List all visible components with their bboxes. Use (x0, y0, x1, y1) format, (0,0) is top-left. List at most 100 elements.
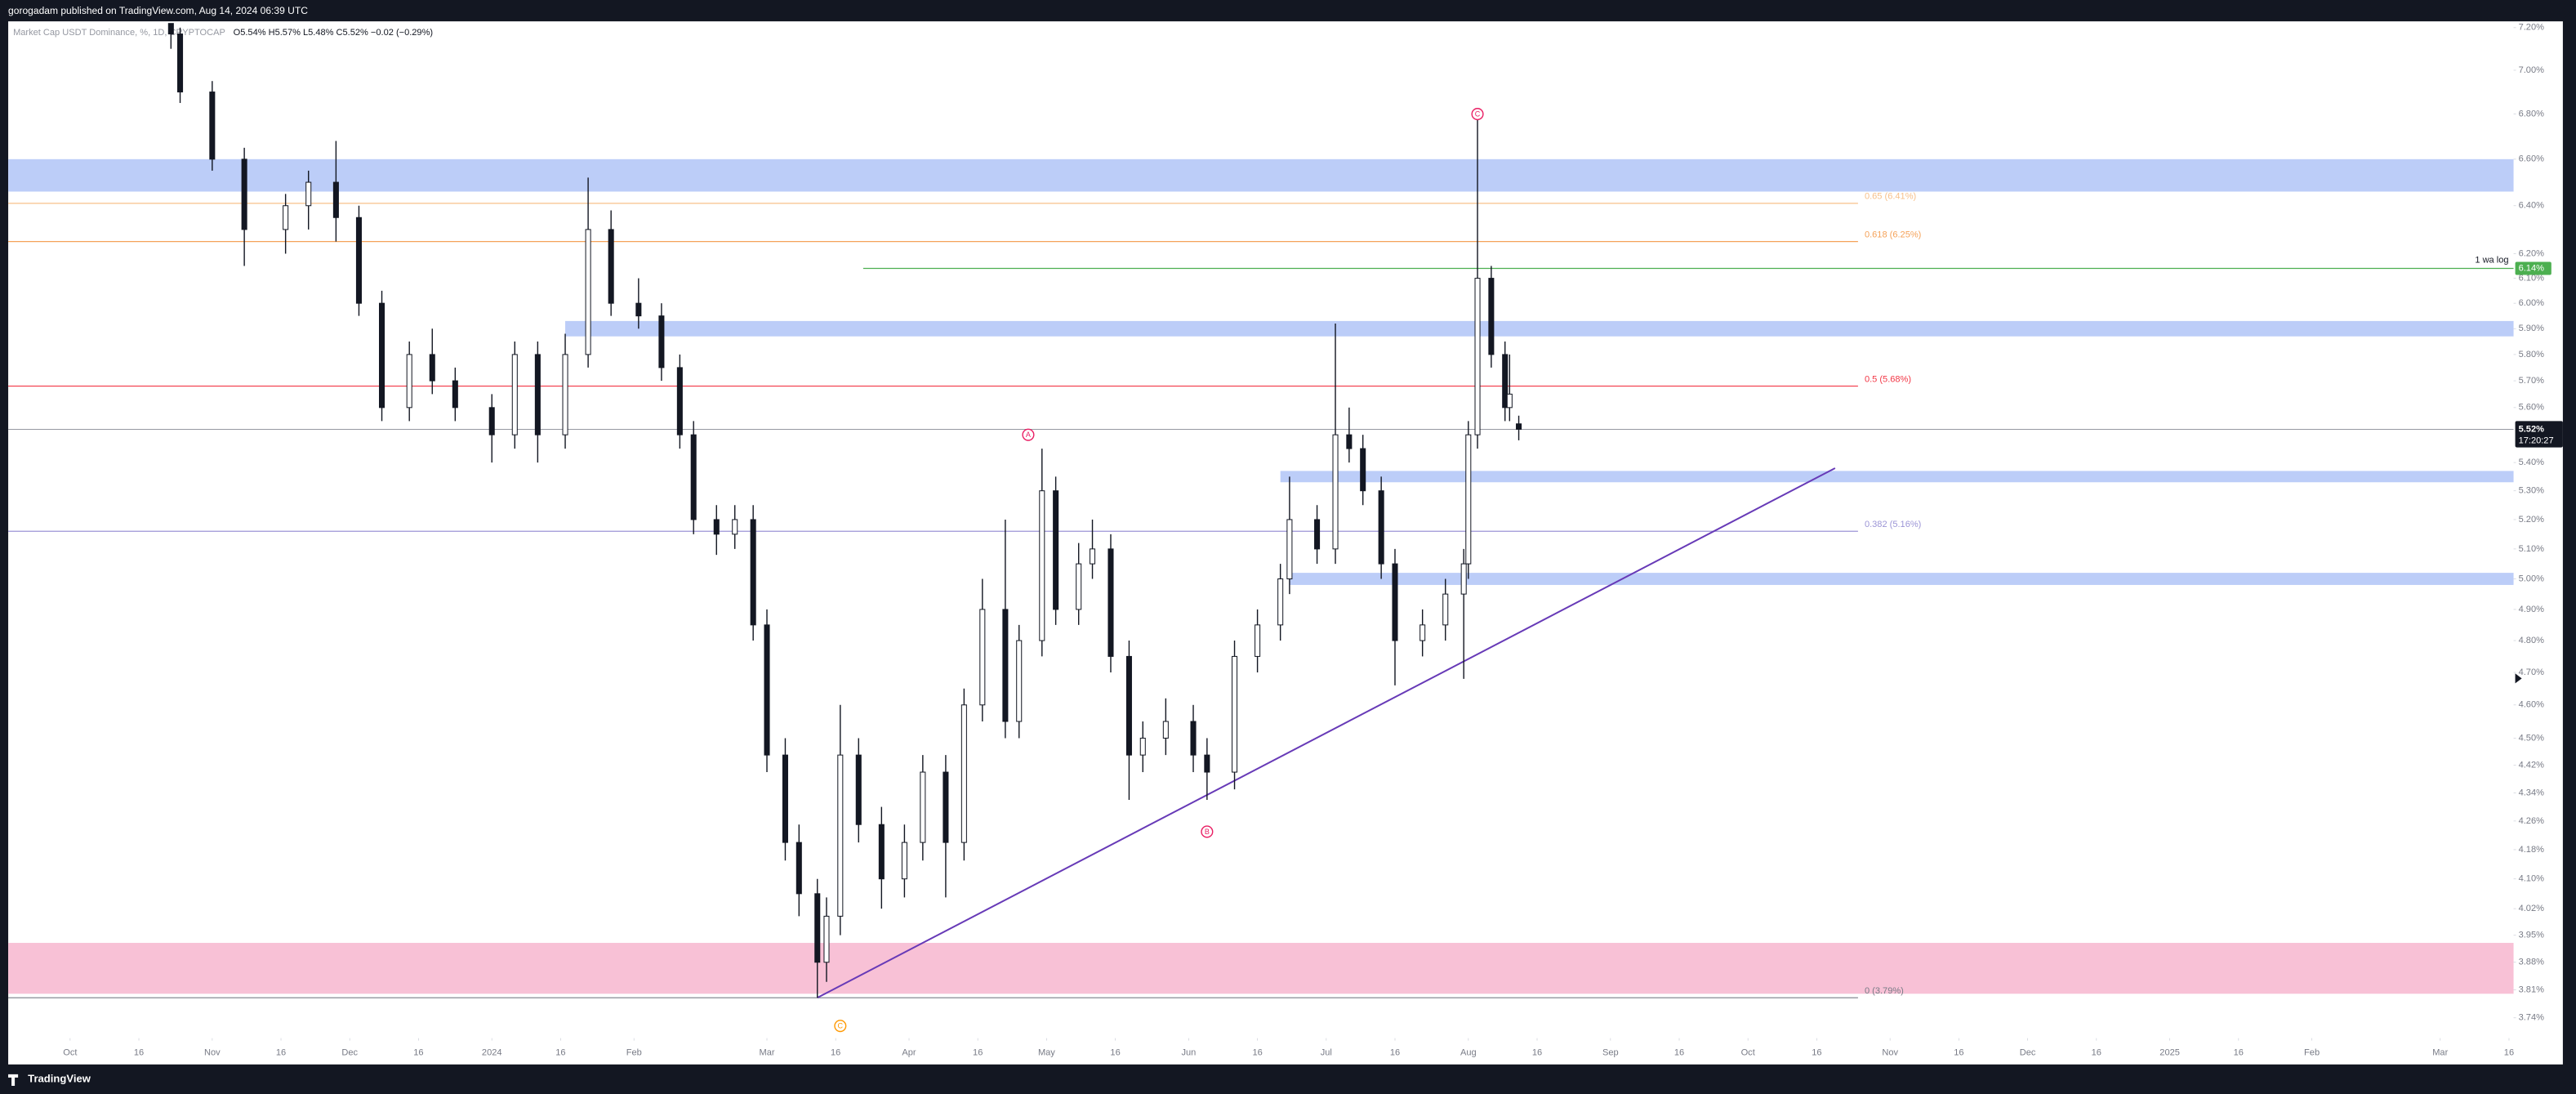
y-tick-label: 4.90% (2519, 605, 2545, 614)
candle-body (1488, 278, 1495, 355)
y-tick-label: 6.40% (2519, 201, 2545, 211)
y-tick-label: 3.81% (2519, 985, 2545, 994)
x-tick-label: Oct (1741, 1048, 1755, 1058)
candle-body (1232, 655, 1238, 773)
y-tick-label: 4.10% (2519, 874, 2545, 884)
fib-label: 0.65 (6.41%) (1865, 192, 1916, 202)
candle-body (608, 229, 614, 304)
candle-body (1125, 655, 1132, 756)
candle-body (511, 354, 518, 435)
wave-circle (1022, 428, 1035, 441)
chart-title: Market Cap USDT Dominance, %, 1D, CRYPTO… (13, 28, 225, 38)
y-tick-label: 5.10% (2519, 544, 2545, 554)
x-tick-label: Mar (2432, 1048, 2448, 1058)
candle-body (332, 181, 339, 218)
brand[interactable]: TradingView (28, 1072, 91, 1084)
y-tick-label: 7.20% (2519, 23, 2545, 33)
x-tick-label: Oct (63, 1048, 77, 1058)
x-tick-label: Aug (1460, 1048, 1477, 1058)
candle-body (960, 704, 967, 843)
candle-body (901, 842, 907, 880)
y-tick-label: 5.60% (2519, 403, 2545, 413)
x-tick-label: Dec (2020, 1048, 2036, 1058)
zone (8, 943, 2514, 994)
y-tick-label: 4.42% (2519, 761, 2545, 770)
candle-body (1162, 721, 1169, 739)
zone (565, 320, 2514, 337)
zone (8, 159, 2514, 192)
candle-body (943, 771, 949, 843)
publisher: gorogadam published on TradingView.com, … (8, 5, 308, 16)
x-tick-label: Jul (1321, 1048, 1332, 1058)
y-tick-label: 5.80% (2519, 350, 2545, 359)
candle-body (1332, 434, 1339, 550)
candle-body (1502, 354, 1509, 409)
candle-body (355, 217, 362, 304)
y-tick-label: 4.34% (2519, 788, 2545, 797)
candle-body (1346, 434, 1353, 449)
y-tick-label: 4.02% (2519, 904, 2545, 913)
x-tick-label: 2025 (2159, 1048, 2180, 1058)
candle-body (1039, 490, 1045, 641)
x-tick-label: 16 (1812, 1048, 1821, 1058)
x-tick-label: 16 (1390, 1048, 1400, 1058)
candle-body (209, 92, 216, 160)
y-tick-label: 4.70% (2519, 668, 2545, 677)
x-tick-label: 16 (2234, 1048, 2244, 1058)
y-tick-label: 4.50% (2519, 733, 2545, 743)
y-tick-label: 7.00% (2519, 65, 2545, 75)
brand-logo (8, 1074, 19, 1086)
candle-body (1314, 519, 1321, 550)
candle-body (283, 205, 289, 230)
candle-body (562, 354, 568, 435)
fib-label: 0 (3.79%) (1865, 986, 1904, 996)
candle-body (1442, 593, 1449, 626)
candle-body (782, 754, 788, 843)
y-tick-label: 6.10% (2519, 274, 2545, 284)
y-tick-label: 5.00% (2519, 574, 2545, 583)
x-tick-label: 16 (555, 1048, 565, 1058)
ray-text: 1 wa log (2475, 255, 2508, 265)
candle-body (1255, 624, 1261, 657)
fib-label: 0.618 (6.25%) (1865, 230, 1921, 240)
x-tick-label: 16 (276, 1048, 286, 1058)
y-tick-label: 6.20% (2519, 248, 2545, 258)
candle-body (1108, 548, 1114, 657)
x-tick-label: Nov (204, 1048, 221, 1058)
candle-body (1190, 721, 1197, 756)
x-tick-label: May (1038, 1048, 1055, 1058)
candle-body (452, 380, 458, 409)
candle-body (1460, 563, 1467, 595)
y-tick-label: 5.20% (2519, 515, 2545, 525)
x-tick-label: Mar (759, 1048, 774, 1058)
candle-body (855, 754, 862, 825)
wave-label: C (838, 1022, 844, 1030)
candle-body (814, 893, 821, 963)
x-tick-label: 16 (1110, 1048, 1120, 1058)
candle-body (1016, 640, 1023, 722)
wave-label: C (1475, 110, 1481, 118)
candle-body (305, 181, 312, 207)
y-tick-label: 4.80% (2519, 636, 2545, 645)
y-tick-label: 6.00% (2519, 298, 2545, 308)
chart-area (8, 21, 2563, 1065)
y-tick-label: 4.60% (2519, 700, 2545, 710)
x-tick-label: 16 (1954, 1048, 1963, 1058)
candle-body (167, 23, 174, 35)
candle-body (1277, 578, 1284, 626)
candle-body (177, 33, 184, 93)
candle-body (1204, 754, 1210, 773)
ray-tag (2515, 261, 2551, 275)
wave-circle (1471, 108, 1484, 121)
price-tag-label: 5.52% (2519, 424, 2545, 434)
candle-body (1076, 563, 1082, 610)
candle-body (658, 315, 665, 368)
scroll-marker[interactable] (2515, 673, 2522, 684)
candle-body (241, 159, 247, 230)
zone (1280, 471, 2514, 483)
y-tick-label: 4.26% (2519, 816, 2545, 826)
candle-body (676, 367, 683, 435)
candle-body (764, 624, 770, 756)
